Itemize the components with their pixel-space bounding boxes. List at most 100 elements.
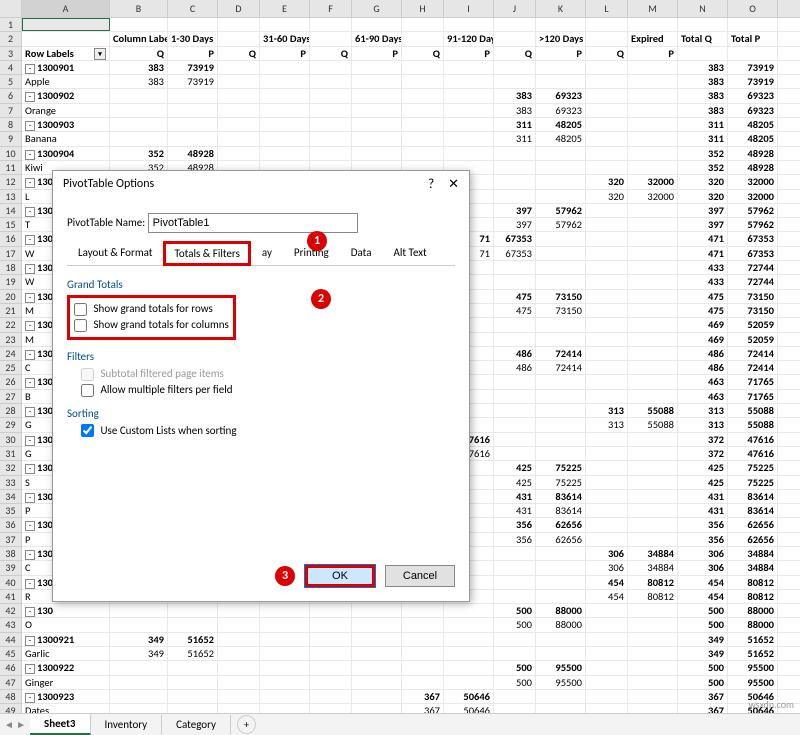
cell[interactable] (310, 118, 352, 131)
col-header-K[interactable]: K (536, 0, 586, 17)
cell[interactable] (444, 618, 494, 631)
cell[interactable]: 73150 (536, 290, 586, 303)
cell[interactable]: 397 (494, 204, 536, 217)
cell[interactable]: 306 (586, 561, 628, 574)
cell[interactable] (536, 433, 586, 446)
row-header-39[interactable]: 39 (0, 561, 22, 575)
pivottable-name-input[interactable] (148, 213, 358, 233)
cell[interactable] (628, 390, 678, 403)
cell[interactable]: 88000 (728, 604, 778, 617)
cell[interactable]: 367 (678, 690, 728, 703)
cell[interactable] (402, 676, 444, 689)
cell[interactable]: 500 (494, 676, 536, 689)
cell[interactable] (586, 232, 628, 245)
cell[interactable] (260, 147, 310, 160)
cell[interactable] (628, 304, 678, 317)
cell[interactable] (402, 647, 444, 660)
cell[interactable]: 95500 (728, 676, 778, 689)
cell[interactable] (536, 61, 586, 74)
cell[interactable] (536, 447, 586, 460)
cell[interactable] (536, 275, 586, 288)
cell[interactable]: 475 (494, 304, 536, 317)
cell[interactable]: 352 (678, 161, 728, 174)
row-header-3[interactable]: 3 (0, 47, 22, 61)
cell[interactable] (628, 361, 678, 374)
cell[interactable] (402, 604, 444, 617)
cell[interactable]: 69323 (728, 104, 778, 117)
row-header-23[interactable]: 23 (0, 333, 22, 347)
cell[interactable]: 80812 (628, 590, 678, 603)
cell[interactable] (628, 75, 678, 88)
cell[interactable]: 356 (494, 533, 536, 546)
cell[interactable] (628, 676, 678, 689)
cell[interactable] (168, 132, 218, 145)
cell[interactable] (310, 89, 352, 102)
cell[interactable]: 83614 (536, 504, 586, 517)
cell[interactable] (310, 690, 352, 703)
cell[interactable] (310, 604, 352, 617)
cell[interactable] (402, 661, 444, 674)
cell[interactable]: 454 (586, 576, 628, 589)
cell[interactable] (310, 18, 352, 31)
col-header-J[interactable]: J (494, 0, 536, 17)
cell[interactable]: -1300901 (22, 61, 110, 74)
cell[interactable] (352, 75, 402, 88)
cell[interactable]: 48928 (728, 161, 778, 174)
cell[interactable] (310, 132, 352, 145)
cell[interactable] (110, 618, 168, 631)
cell[interactable] (494, 418, 536, 431)
cell[interactable] (218, 118, 260, 131)
row-header-17[interactable]: 17 (0, 247, 22, 261)
col-header-D[interactable]: D (218, 0, 260, 17)
cell[interactable] (586, 604, 628, 617)
cell[interactable]: 31-60 Days (260, 32, 310, 45)
cell[interactable]: 486 (678, 361, 728, 374)
row-header-47[interactable]: 47 (0, 676, 22, 690)
cell[interactable]: 372 (678, 433, 728, 446)
cell[interactable]: Total P (728, 32, 778, 45)
cell[interactable] (218, 661, 260, 674)
cell[interactable] (218, 647, 260, 660)
cell[interactable] (352, 89, 402, 102)
cell[interactable] (494, 333, 536, 346)
cell[interactable]: Q (310, 47, 352, 60)
cell[interactable] (628, 132, 678, 145)
cell[interactable]: 454 (678, 590, 728, 603)
row-header-31[interactable]: 31 (0, 447, 22, 461)
cell[interactable] (586, 533, 628, 546)
cell[interactable] (494, 404, 536, 417)
allow-multiple-filters-checkbox[interactable] (81, 384, 94, 397)
cell[interactable]: 500 (494, 618, 536, 631)
row-header-38[interactable]: 38 (0, 547, 22, 561)
cell[interactable] (494, 61, 536, 74)
cell[interactable] (494, 447, 536, 460)
cell[interactable]: 75225 (728, 461, 778, 474)
cell[interactable]: 383 (678, 61, 728, 74)
cell[interactable]: 75225 (536, 461, 586, 474)
cell[interactable] (494, 375, 536, 388)
cell[interactable]: 500 (494, 661, 536, 674)
cell[interactable]: 67353 (728, 232, 778, 245)
cell[interactable]: 57962 (536, 218, 586, 231)
cell[interactable]: 88000 (536, 618, 586, 631)
row-header-13[interactable]: 13 (0, 190, 22, 204)
cell[interactable]: 383 (678, 89, 728, 102)
cell[interactable] (628, 232, 678, 245)
cell[interactable] (586, 118, 628, 131)
cell[interactable]: 320 (678, 175, 728, 188)
cell[interactable]: 95500 (728, 661, 778, 674)
cell[interactable]: 486 (678, 347, 728, 360)
cell[interactable] (586, 318, 628, 331)
cell[interactable]: 48928 (728, 147, 778, 160)
cell[interactable] (352, 633, 402, 646)
cell[interactable] (494, 690, 536, 703)
cell[interactable] (586, 490, 628, 503)
cell[interactable]: 313 (586, 418, 628, 431)
col-header-M[interactable]: M (628, 0, 678, 17)
cell[interactable] (260, 618, 310, 631)
cell[interactable]: 372 (678, 447, 728, 460)
cell[interactable]: 367 (402, 690, 444, 703)
show-grand-totals-rows-checkbox[interactable] (74, 303, 87, 316)
cell[interactable] (260, 132, 310, 145)
cell[interactable]: 349 (678, 647, 728, 660)
